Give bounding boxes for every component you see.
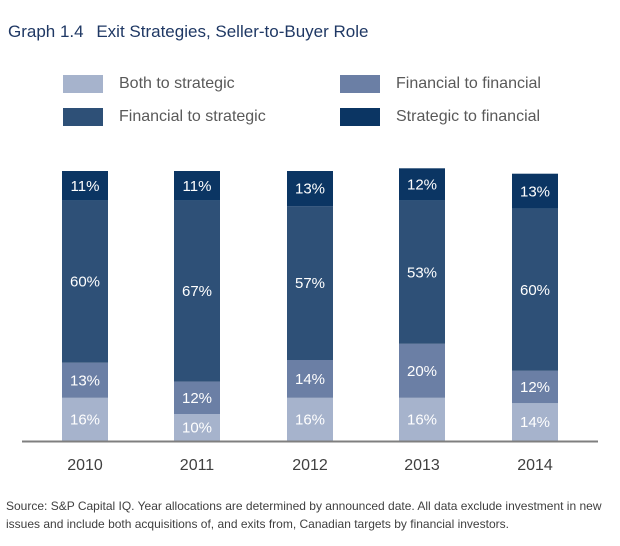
data-label: 16%	[70, 411, 100, 428]
data-label: 12%	[407, 177, 437, 194]
x-tick-label: 2012	[292, 457, 328, 474]
x-tick-label: 2014	[517, 457, 553, 474]
data-label: 16%	[295, 411, 325, 428]
bar-segment-2012-financial-to-strategic	[287, 206, 333, 360]
bar-segment-2013-both-to-strategic	[399, 397, 445, 441]
legend-swatch-financial-to-strategic	[63, 108, 103, 126]
data-label: 14%	[295, 371, 325, 388]
bar-segment-2014-financial-to-strategic	[512, 208, 558, 371]
bar-segment-2010-financial-to-financial	[62, 362, 108, 398]
bar-segment-2014-financial-to-financial	[512, 370, 558, 404]
x-tick-label: 2013	[404, 457, 440, 474]
graph-number: Graph 1.4	[8, 22, 84, 41]
data-label: 14%	[520, 414, 550, 431]
bar-segment-2010-both-to-strategic	[62, 397, 108, 441]
data-label: 12%	[182, 390, 212, 407]
data-label: 11%	[71, 178, 100, 195]
data-label: 60%	[520, 282, 550, 299]
legend-item-both-to-strategic: Both to strategic	[63, 74, 235, 94]
data-label: 16%	[407, 411, 437, 428]
data-label: 11%	[183, 178, 212, 195]
bar-segment-2012-both-to-strategic	[287, 397, 333, 441]
bar-segment-2012-strategic-to-financial	[287, 171, 333, 207]
legend-label: Financial to financial	[396, 75, 541, 92]
bar-segment-2013-financial-to-financial	[399, 343, 445, 398]
x-tick-label: 2010	[67, 457, 103, 474]
bar-segment-2010-financial-to-strategic	[62, 200, 108, 363]
legend-label: Financial to strategic	[119, 108, 266, 125]
data-label: 20%	[407, 363, 437, 380]
legend-item-strategic-to-financial: Strategic to financial	[340, 107, 540, 127]
data-label: 13%	[520, 183, 550, 200]
legend-item-financial-to-strategic: Financial to strategic	[63, 107, 266, 127]
data-label: 13%	[70, 372, 100, 389]
graph-title-text: Exit Strategies, Seller-to-Buyer Role	[96, 22, 369, 41]
bar-segment-2011-both-to-strategic	[174, 414, 220, 441]
bar-segment-2011-financial-to-financial	[174, 381, 220, 414]
data-label: 12%	[520, 379, 550, 396]
bar-segment-2013-financial-to-strategic	[399, 200, 445, 344]
bar-segment-2014-strategic-to-financial	[512, 173, 558, 209]
bar-segment-2011-financial-to-strategic	[174, 200, 220, 382]
data-label: 67%	[182, 283, 212, 300]
legend-swatch-strategic-to-financial	[340, 108, 380, 126]
bar-segment-2012-financial-to-financial	[287, 360, 333, 398]
bar-segment-2014-both-to-strategic	[512, 403, 558, 441]
legend-label: Both to strategic	[119, 75, 235, 92]
bar-segment-2013-strategic-to-financial	[399, 168, 445, 201]
data-label: 53%	[407, 264, 437, 281]
data-label: 60%	[70, 274, 100, 291]
legend-swatch-financial-to-financial	[340, 75, 380, 93]
data-label: 13%	[295, 181, 325, 198]
bar-segment-2010-strategic-to-financial	[62, 171, 108, 201]
x-tick-label: 2011	[180, 457, 215, 474]
legend-swatch-both-to-strategic	[63, 75, 103, 93]
legend-item-financial-to-financial: Financial to financial	[340, 74, 541, 94]
stacked-bar-chart: 16% 13% 60% 11% 2010 10% 12% 67% 11% 2011 16% 14% 57…	[22, 168, 598, 474]
legend-label: Strategic to financial	[396, 108, 541, 125]
legend: Both to strategic Financial to financial…	[0, 0, 620, 140]
source-note: Source: S&P Capital IQ. Year allocations…	[6, 499, 602, 531]
chart-title: Graph 1.4 Exit Strategies, Seller-to-Buy…	[8, 22, 368, 42]
data-label: 57%	[295, 275, 325, 292]
bar-segment-2011-strategic-to-financial	[174, 171, 220, 201]
data-label: 10%	[182, 420, 212, 437]
